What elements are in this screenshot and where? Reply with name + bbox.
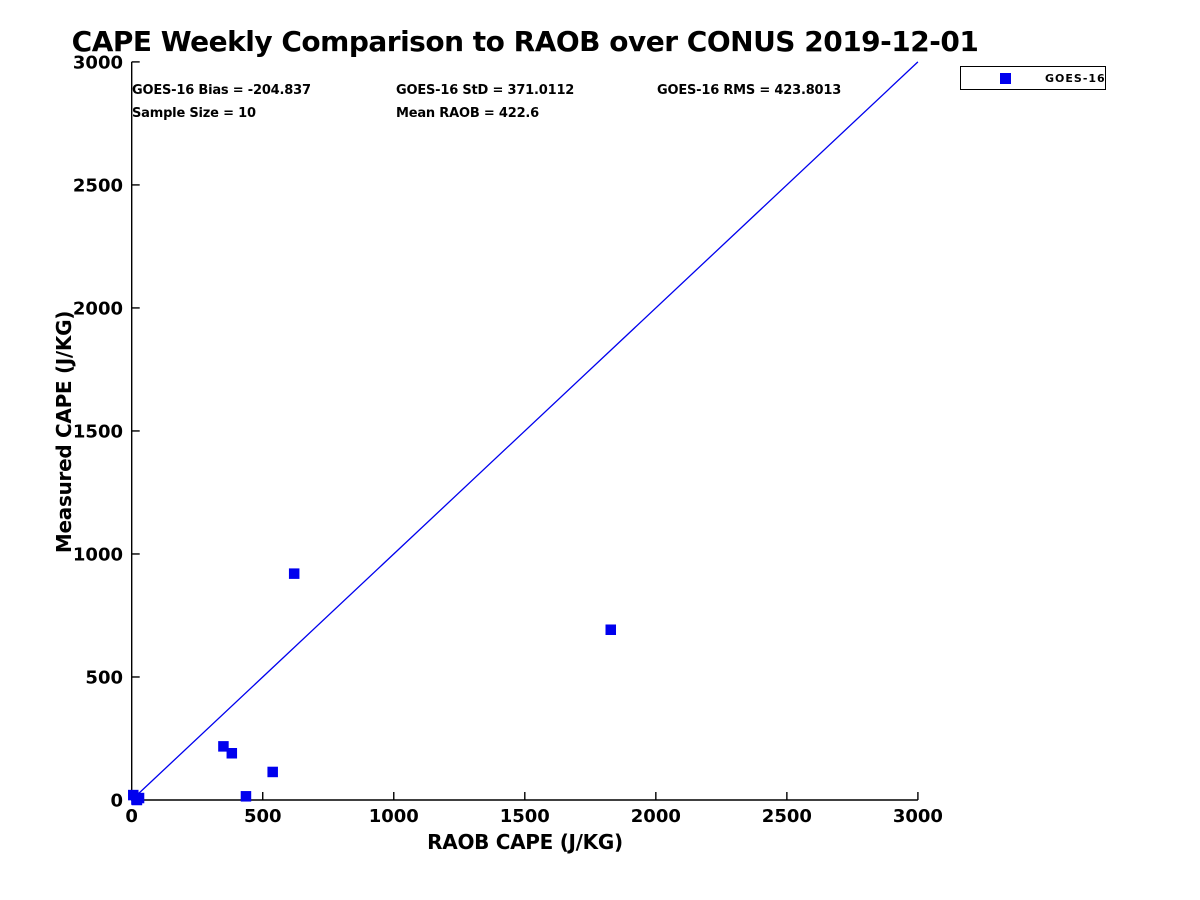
data-point	[240, 791, 252, 802]
stat-mean-raob: Mean RAOB = 422.6	[396, 106, 540, 121]
x-axis-label: RAOB CAPE (J/KG)	[427, 830, 623, 854]
stat-rms: GOES-16 RMS = 423.8013	[657, 83, 842, 98]
legend-square-marker-icon	[1000, 73, 1011, 84]
y-axis-label: Measured CAPE (J/KG)	[52, 310, 76, 554]
data-point	[133, 792, 145, 804]
y-tick-label: 1000	[73, 544, 123, 565]
y-tick-label: 3000	[73, 52, 123, 73]
y-tick-label: 2000	[73, 298, 123, 319]
legend-label: GOES-16	[1045, 72, 1106, 85]
y-tick-label: 500	[85, 667, 123, 688]
stat-sample-size: Sample Size = 10	[132, 106, 256, 121]
data-point	[218, 741, 229, 752]
data-point	[288, 568, 300, 579]
y-tick-label: 2500	[73, 175, 123, 196]
data-point	[226, 748, 238, 759]
legend: GOES-16	[960, 66, 1106, 90]
y-tick-label: 0	[110, 791, 123, 812]
identity-line	[131, 61, 919, 801]
x-tick-label: 0	[125, 806, 138, 827]
x-tick-label: 2500	[762, 806, 812, 827]
stat-std: GOES-16 StD = 371.0112	[396, 83, 575, 98]
x-tick-label: 1000	[369, 806, 419, 827]
x-tick-label: 3000	[893, 806, 943, 827]
chart-title: CAPE Weekly Comparison to RAOB over CONU…	[71, 25, 979, 58]
stat-bias: GOES-16 Bias = -204.837	[132, 83, 311, 98]
x-tick-label: 500	[244, 806, 282, 827]
y-tick-label: 1500	[73, 421, 123, 442]
data-point	[267, 766, 278, 778]
data-point	[605, 624, 617, 635]
x-tick-label: 1500	[500, 806, 550, 827]
x-tick-label: 2000	[631, 806, 681, 827]
